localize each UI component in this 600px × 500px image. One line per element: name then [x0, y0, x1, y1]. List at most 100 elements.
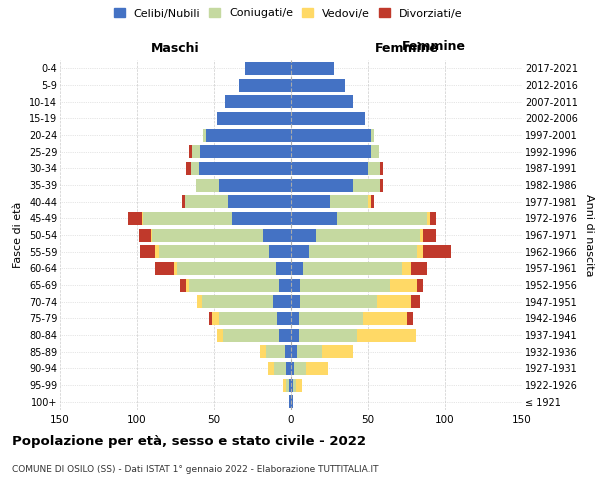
Bar: [291, 212, 337, 225]
Bar: [186, 162, 191, 175]
Bar: [364, 312, 407, 325]
Bar: [411, 262, 427, 275]
Bar: [293, 378, 296, 392]
Bar: [291, 228, 316, 241]
Bar: [430, 212, 436, 225]
Bar: [329, 195, 368, 208]
Bar: [377, 295, 411, 308]
Legend: Celibi/Nubili, Coniugati/e, Vedovi/e, Divorziati/e: Celibi/Nubili, Coniugati/e, Vedovi/e, Di…: [113, 8, 463, 18]
Bar: [274, 362, 286, 375]
Bar: [291, 178, 353, 192]
Bar: [421, 228, 424, 241]
Bar: [196, 178, 218, 192]
Bar: [417, 245, 424, 258]
Bar: [291, 112, 365, 125]
Y-axis label: Anni di nascita: Anni di nascita: [584, 194, 595, 276]
Bar: [232, 212, 291, 225]
Bar: [371, 145, 379, 158]
Bar: [142, 212, 143, 225]
Bar: [291, 245, 310, 258]
Bar: [217, 328, 223, 342]
Bar: [203, 128, 206, 141]
Bar: [291, 345, 297, 358]
Bar: [291, 195, 329, 208]
Bar: [278, 278, 291, 291]
Y-axis label: Fasce di età: Fasce di età: [13, 202, 23, 268]
Bar: [291, 362, 294, 375]
Bar: [291, 78, 345, 92]
Bar: [260, 345, 266, 358]
Bar: [190, 145, 193, 158]
Bar: [402, 262, 411, 275]
Bar: [193, 145, 200, 158]
Bar: [190, 278, 278, 291]
Bar: [200, 145, 291, 158]
Bar: [191, 162, 199, 175]
Bar: [291, 295, 300, 308]
Text: Maschi: Maschi: [151, 42, 200, 55]
Bar: [266, 345, 285, 358]
Bar: [152, 228, 263, 241]
Text: Femmine: Femmine: [374, 42, 439, 55]
Bar: [140, 245, 155, 258]
Bar: [299, 312, 364, 325]
Bar: [268, 362, 274, 375]
Bar: [289, 395, 291, 408]
Bar: [322, 345, 353, 358]
Bar: [289, 378, 291, 392]
Bar: [310, 245, 417, 258]
Bar: [286, 378, 289, 392]
Bar: [291, 378, 293, 392]
Bar: [177, 262, 275, 275]
Bar: [297, 345, 322, 358]
Bar: [380, 162, 383, 175]
Bar: [291, 312, 299, 325]
Bar: [353, 178, 380, 192]
Bar: [291, 395, 293, 408]
Bar: [272, 295, 291, 308]
Text: Femmine: Femmine: [402, 40, 466, 53]
Bar: [186, 278, 190, 291]
Bar: [180, 278, 186, 291]
Bar: [225, 95, 291, 108]
Bar: [417, 278, 424, 291]
Bar: [263, 228, 291, 241]
Bar: [223, 328, 278, 342]
Bar: [245, 62, 291, 75]
Bar: [197, 295, 202, 308]
Bar: [155, 262, 174, 275]
Text: Popolazione per età, sesso e stato civile - 2022: Popolazione per età, sesso e stato civil…: [12, 435, 366, 448]
Bar: [300, 295, 377, 308]
Bar: [304, 262, 402, 275]
Bar: [389, 278, 417, 291]
Bar: [316, 228, 421, 241]
Bar: [128, 212, 142, 225]
Bar: [291, 278, 300, 291]
Bar: [307, 362, 328, 375]
Bar: [202, 295, 272, 308]
Bar: [283, 378, 286, 392]
Bar: [158, 245, 269, 258]
Bar: [275, 262, 291, 275]
Bar: [368, 162, 380, 175]
Bar: [291, 128, 371, 141]
Bar: [291, 162, 368, 175]
Bar: [239, 78, 291, 92]
Bar: [269, 245, 291, 258]
Bar: [174, 262, 177, 275]
Bar: [371, 128, 374, 141]
Bar: [218, 178, 291, 192]
Bar: [139, 228, 151, 241]
Bar: [228, 195, 291, 208]
Bar: [277, 312, 291, 325]
Bar: [151, 228, 152, 241]
Bar: [212, 312, 218, 325]
Bar: [407, 312, 413, 325]
Bar: [291, 95, 353, 108]
Bar: [209, 312, 212, 325]
Bar: [371, 195, 374, 208]
Bar: [185, 195, 228, 208]
Bar: [424, 245, 451, 258]
Bar: [206, 128, 291, 141]
Bar: [285, 345, 291, 358]
